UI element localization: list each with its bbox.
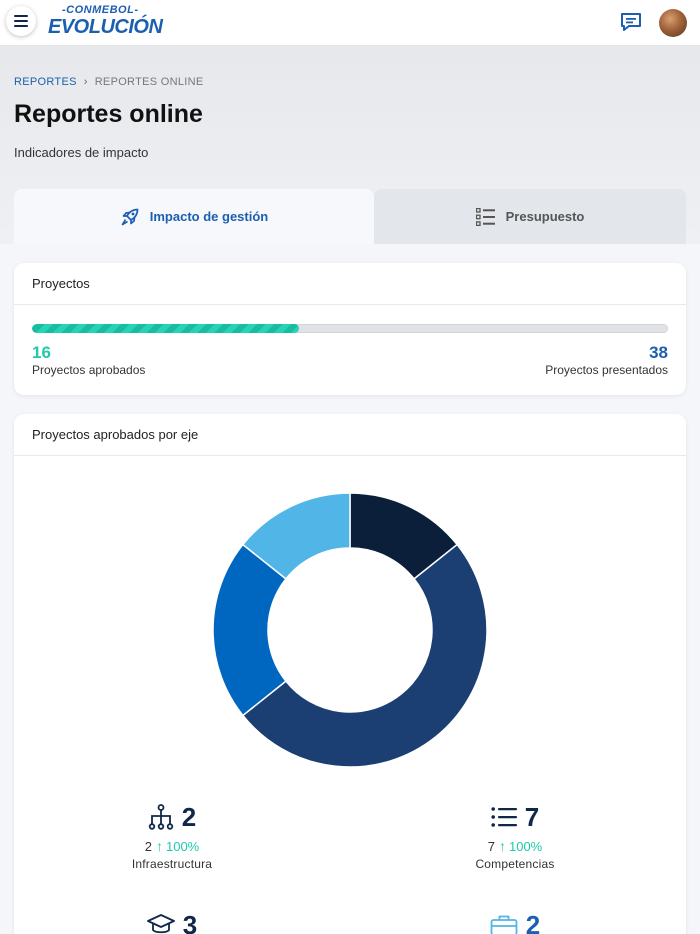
- breadcrumb-current: REPORTES ONLINE: [94, 76, 204, 88]
- hierarchy-icon: [148, 804, 173, 830]
- chevron-right-icon: ›: [83, 76, 88, 88]
- user-avatar[interactable]: [659, 9, 687, 37]
- page-title: Reportes online: [14, 100, 203, 128]
- axis-name: Infraestructura: [131, 857, 213, 871]
- axis-stat-management: 2: [405, 908, 625, 934]
- tab-presupuesto[interactable]: Presupuesto: [374, 189, 686, 244]
- chat-icon: [621, 13, 641, 31]
- axis-count: 7: [524, 801, 540, 832]
- approved-label: Proyectos aprobados: [32, 363, 146, 377]
- axis-percent: 100%: [165, 838, 200, 854]
- axes-card-title: Proyectos aprobados por eje: [14, 414, 686, 456]
- presented-label: Proyectos presentados: [545, 363, 668, 377]
- projects-progress-fill: [32, 324, 300, 333]
- list-icon: [491, 807, 517, 827]
- axis-stat-competencias: 7 7 ↑ 100% Competencias: [405, 800, 625, 872]
- logo-top-text: -CONMEBOL-: [62, 4, 139, 16]
- projects-card: Proyectos 16 Proyectos aprobados 38 Proy…: [14, 263, 686, 395]
- tab-impacto-de-gestion[interactable]: Impacto de gestión: [14, 189, 374, 244]
- list-icon: [475, 207, 495, 226]
- arrow-up-icon: ↑: [498, 838, 506, 854]
- axis-count: 2: [181, 801, 197, 832]
- graduation-cap-icon: [146, 914, 175, 934]
- axis-detail: 2: [144, 838, 152, 854]
- page-subtitle: Indicadores de impacto: [14, 145, 149, 160]
- top-bar: -CONMEBOL- EVOLUCIÓN: [0, 0, 700, 46]
- donut-slice-1[interactable]: [241, 543, 487, 767]
- breadcrumb: REPORTES › REPORTES ONLINE: [14, 76, 204, 88]
- briefcase-icon: [490, 915, 518, 934]
- axis-count: 3: [182, 909, 198, 934]
- presented-count: 38: [649, 343, 668, 362]
- donut-slice-3[interactable]: [241, 493, 351, 580]
- axis-stat-infraestructura: 2 2 ↑ 100% Infraestructura: [62, 800, 282, 872]
- arrow-up-icon: ↑: [155, 838, 163, 854]
- tab-bar: Impacto de gestión Presupuesto: [14, 189, 686, 244]
- logo-main-text: EVOLUCIÓN: [48, 16, 163, 38]
- hamburger-icon: [14, 15, 28, 27]
- axis-percent: 100%: [508, 838, 543, 854]
- menu-button[interactable]: [6, 6, 36, 36]
- axes-donut-chart: [213, 493, 487, 767]
- axis-count: 2: [525, 909, 541, 934]
- conmebol-evolucion-logo[interactable]: -CONMEBOL- EVOLUCIÓN: [48, 4, 163, 40]
- rocket-icon: [121, 208, 139, 225]
- projects-progress-bar: [32, 324, 668, 333]
- axes-card: Proyectos aprobados por eje 2 2 ↑ 100% I…: [14, 414, 686, 934]
- projects-card-title: Proyectos: [14, 263, 686, 305]
- approved-count: 16: [32, 343, 51, 362]
- axis-detail: 7: [487, 838, 495, 854]
- axis-stat-education: 3: [62, 908, 282, 934]
- chat-button[interactable]: [620, 12, 644, 34]
- tab-label: Impacto de gestión: [149, 209, 269, 224]
- axis-name: Competencias: [475, 857, 555, 871]
- tab-label: Presupuesto: [505, 209, 585, 224]
- breadcrumb-link-reportes[interactable]: REPORTES: [14, 76, 77, 88]
